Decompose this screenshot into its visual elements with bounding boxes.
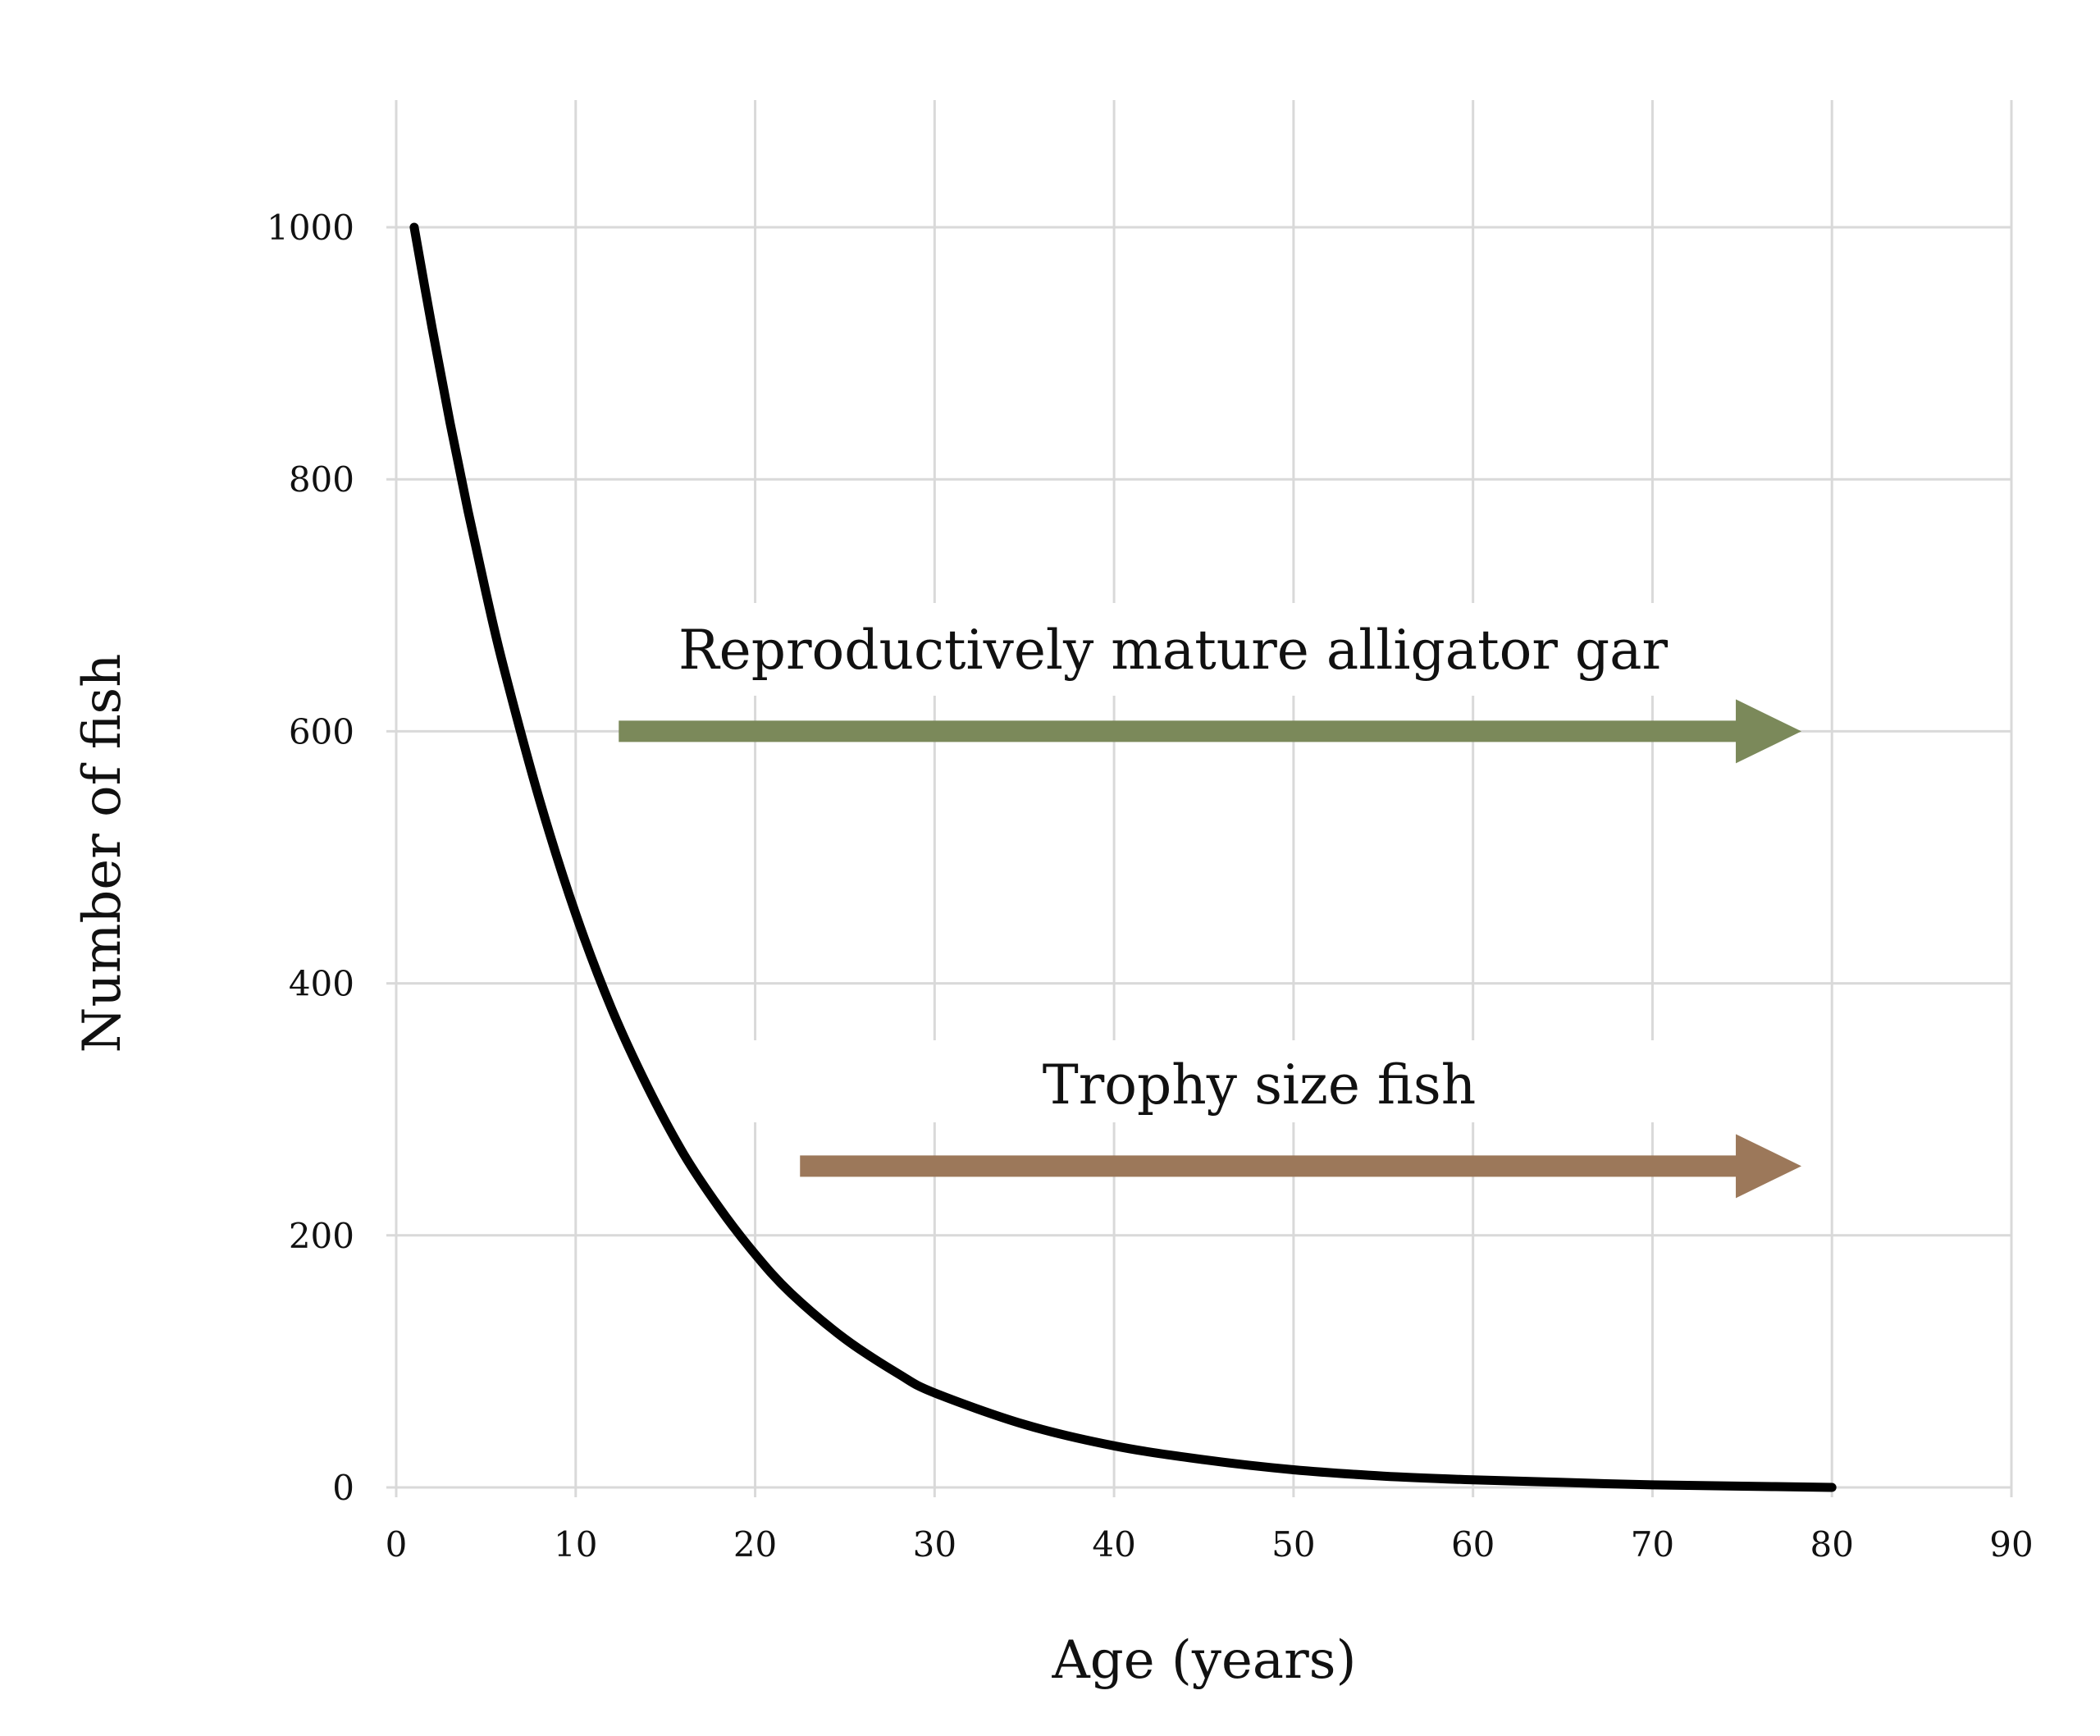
annotation-label-trophy: Trophy size fish bbox=[1043, 1053, 1477, 1117]
x-tick-label: 10 bbox=[554, 1524, 597, 1565]
y-axis-tick-labels: 0 200 400 600 800 1000 bbox=[267, 208, 354, 1508]
x-tick-label: 90 bbox=[1989, 1524, 2033, 1565]
gridlines bbox=[386, 100, 2013, 1497]
y-tick-label: 800 bbox=[289, 459, 354, 500]
annotation-backgrounds bbox=[623, 603, 1821, 1122]
y-tick-label: 400 bbox=[289, 964, 354, 1004]
annotation-background-trophy bbox=[656, 1040, 1821, 1122]
y-tick-label: 600 bbox=[289, 711, 354, 752]
annotation-background-mature bbox=[623, 603, 1821, 696]
x-tick-label: 60 bbox=[1451, 1524, 1495, 1565]
x-axis-title: Age (years) bbox=[1052, 1630, 1357, 1691]
y-tick-label: 200 bbox=[289, 1216, 354, 1256]
x-tick-label: 20 bbox=[733, 1524, 777, 1565]
annotation-arrows bbox=[619, 699, 1802, 1199]
annotation-label-mature: Reproductively mature alligator gar bbox=[678, 619, 1669, 682]
y-tick-label: 1000 bbox=[267, 208, 354, 248]
y-axis-title: Number of fish bbox=[72, 654, 133, 1053]
arrow-trophy bbox=[800, 1134, 1802, 1199]
x-tick-label: 40 bbox=[1092, 1524, 1135, 1565]
x-axis-tick-labels: 0 10 20 30 40 50 60 70 80 90 bbox=[386, 1524, 2034, 1565]
survivorship-curve bbox=[409, 222, 1837, 1492]
x-tick-label: 50 bbox=[1271, 1524, 1315, 1565]
x-tick-label: 80 bbox=[1810, 1524, 1853, 1565]
arrow-mature bbox=[619, 699, 1802, 764]
x-tick-label: 70 bbox=[1631, 1524, 1674, 1565]
x-tick-label: 30 bbox=[913, 1524, 956, 1565]
series-layer bbox=[409, 222, 1837, 1492]
y-tick-label: 0 bbox=[332, 1468, 354, 1508]
x-tick-label: 0 bbox=[386, 1524, 408, 1565]
